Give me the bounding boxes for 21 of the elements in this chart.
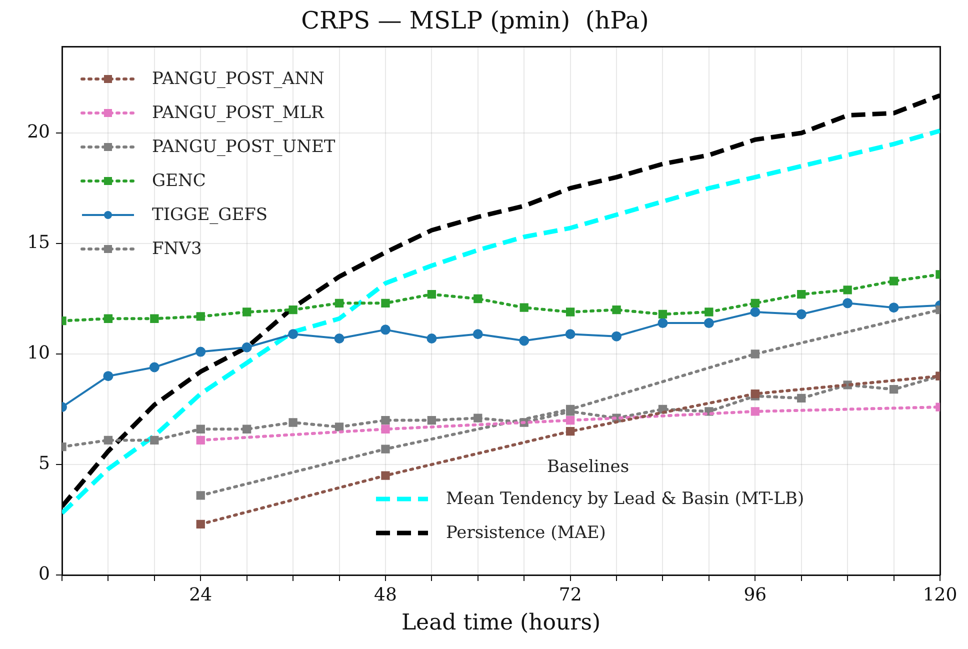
x-tick-label: 48 bbox=[374, 584, 397, 606]
legend-label: PANGU_POST_ANN bbox=[152, 69, 324, 89]
x-tick-label: 72 bbox=[558, 584, 582, 606]
legend-label: Mean Tendency by Lead & Basin (MT-LB) bbox=[446, 489, 804, 509]
y-tick-label: 5 bbox=[38, 453, 50, 474]
y-tick-label: 20 bbox=[27, 122, 50, 143]
chart-title: CRPS — MSLP (pmin) (hPa) bbox=[301, 6, 649, 35]
legend-label: TIGGE_GEFS bbox=[152, 205, 268, 225]
legend-label: Persistence (MAE) bbox=[446, 523, 606, 543]
legend-label: GENC bbox=[152, 171, 206, 191]
y-tick-label: 0 bbox=[38, 564, 50, 585]
x-tick-label: 120 bbox=[922, 584, 958, 606]
legend-label: FNV3 bbox=[152, 239, 202, 259]
y-tick-label: 15 bbox=[27, 232, 50, 254]
x-axis-title: Lead time (hours) bbox=[401, 610, 601, 636]
legend-label: PANGU_POST_MLR bbox=[152, 103, 324, 123]
y-tick-label: 10 bbox=[27, 342, 50, 364]
legend-title: Baselines bbox=[546, 456, 630, 479]
x-tick-label: 96 bbox=[744, 584, 767, 606]
legend-label: PANGU_POST_UNET bbox=[152, 137, 336, 157]
x-tick-label: 24 bbox=[189, 584, 212, 606]
